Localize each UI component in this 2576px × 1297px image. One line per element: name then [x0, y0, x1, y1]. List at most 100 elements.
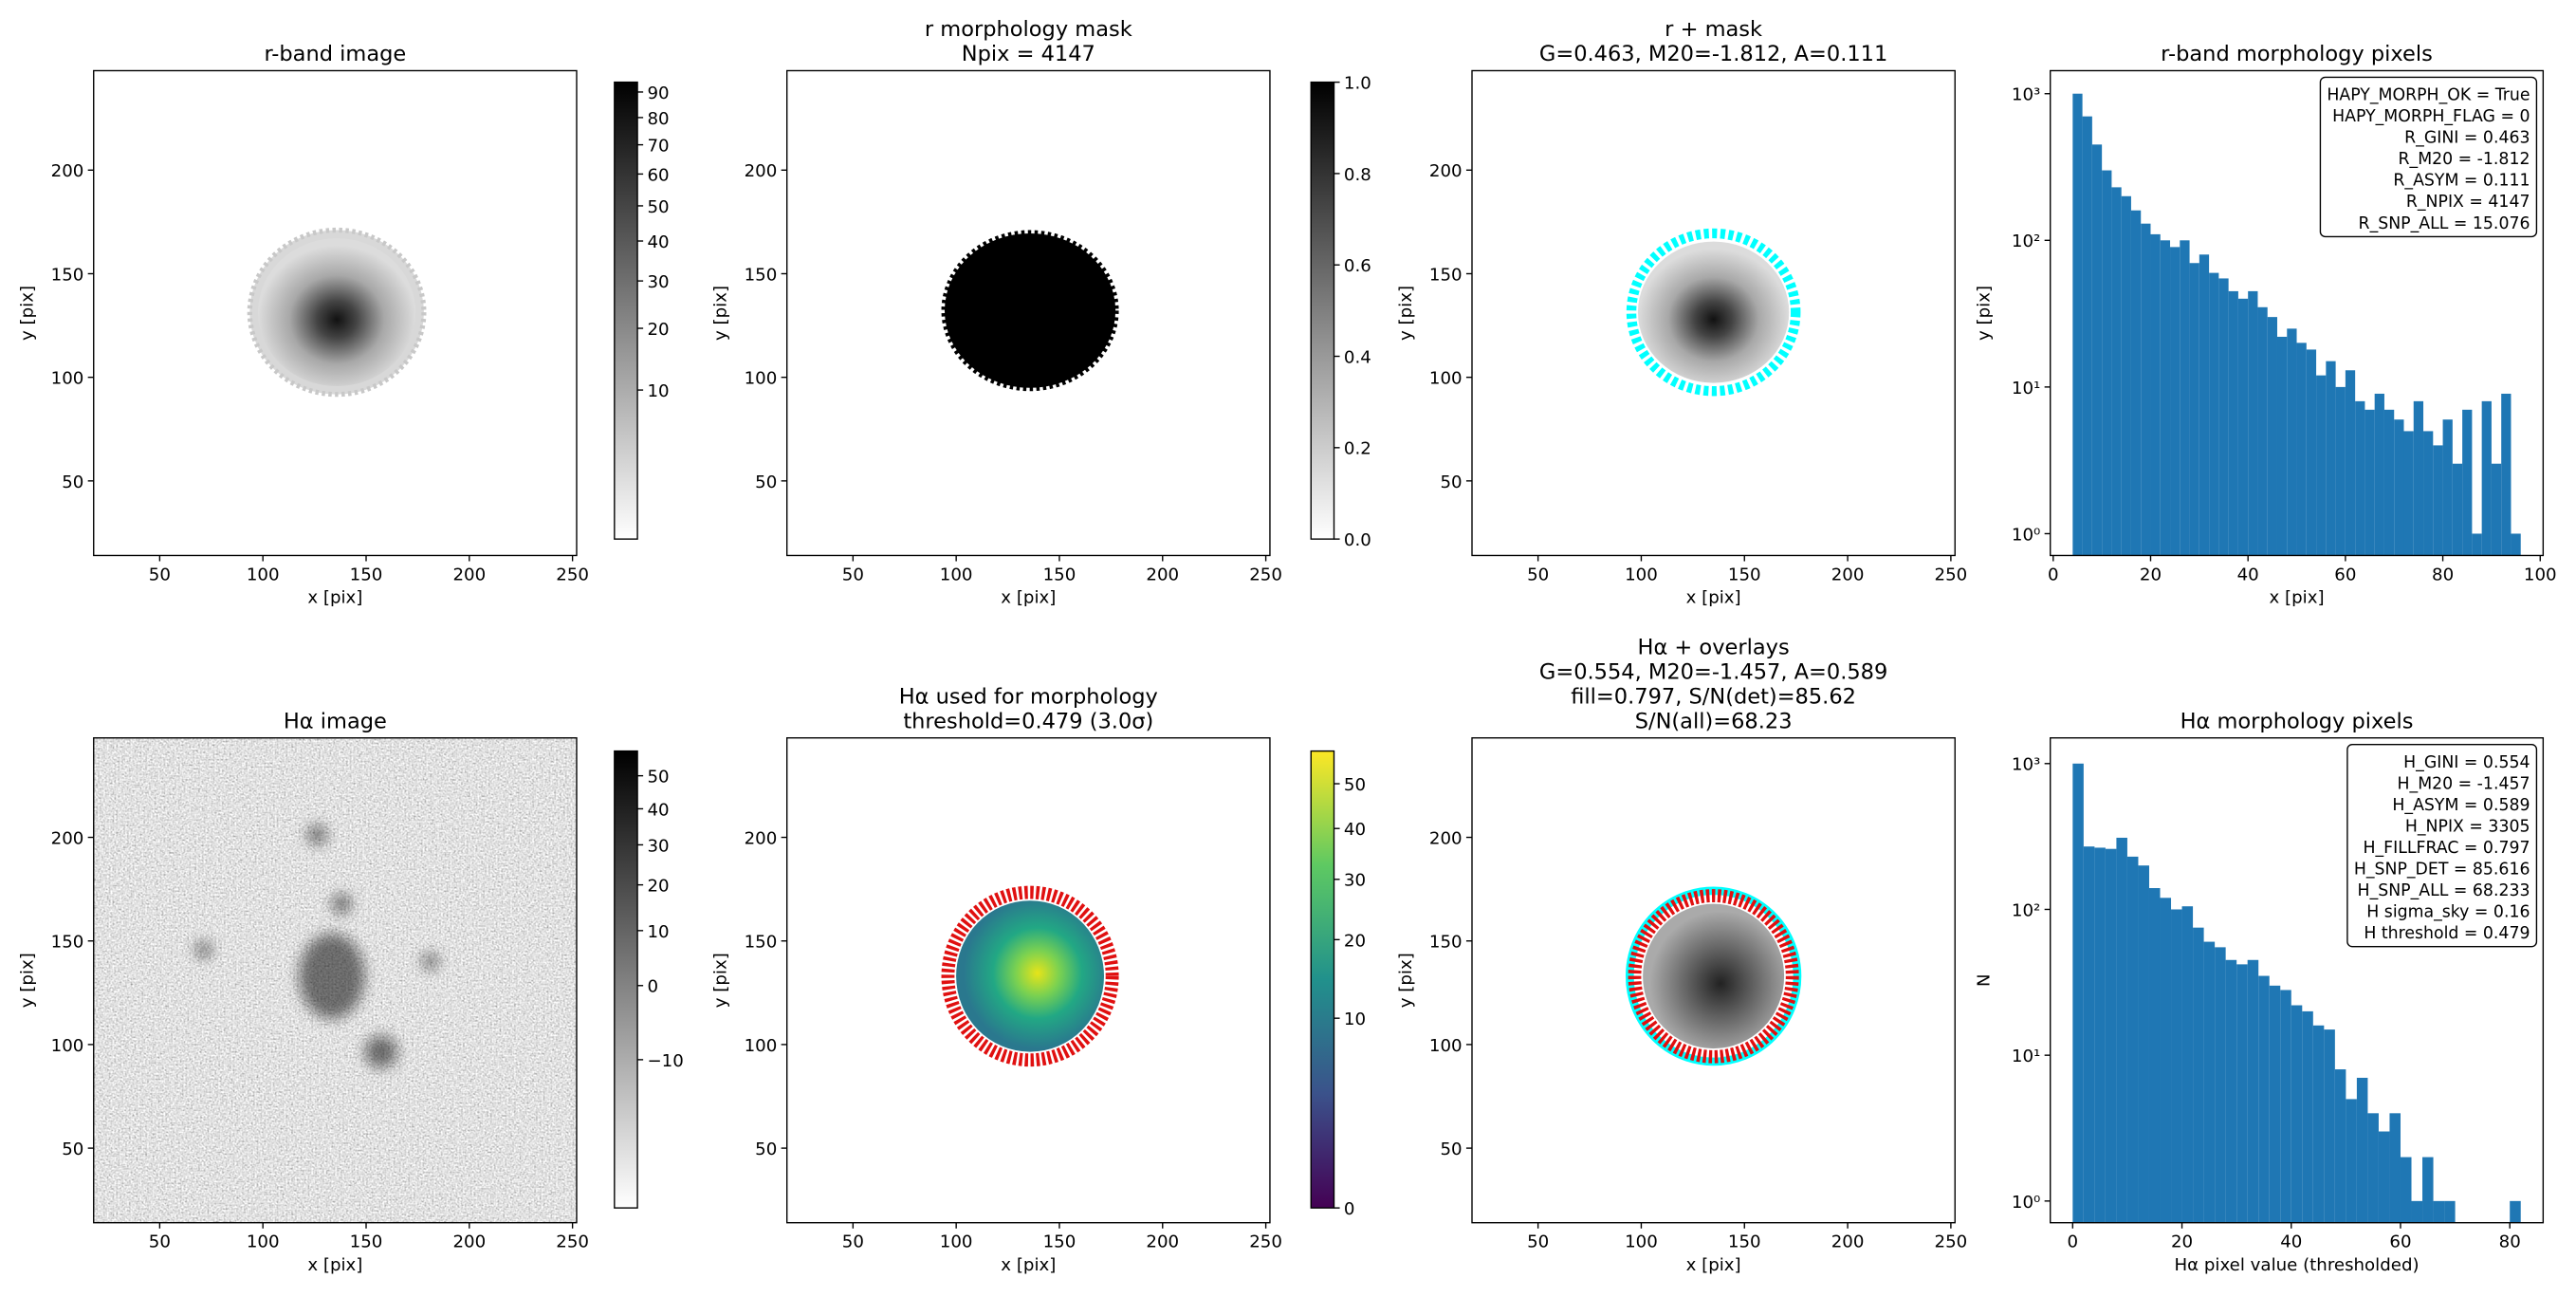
bar	[2150, 233, 2161, 556]
colorbar-tick-label: 60	[647, 165, 669, 185]
bar	[2082, 116, 2092, 556]
bar	[2083, 846, 2095, 1223]
panel: 50 100 150 200 250 50 100 150 200 x [pix] y [pix] r…	[711, 17, 1371, 608]
bar	[2180, 240, 2190, 556]
annotation-line: H_FILLFRAC = 0.797	[2363, 839, 2530, 858]
x-axis-label: x [pix]	[1001, 588, 1056, 608]
annotation-line: R_ASYM = 0.111	[2393, 172, 2530, 191]
annotation-line: HAPY_MORPH_FLAG = 0	[2332, 107, 2530, 126]
bar	[2364, 409, 2375, 556]
y-tick-label: 200	[51, 828, 84, 848]
colorbar-tick-label: 90	[647, 83, 669, 103]
chart-title: S/N(all)=68.23	[1635, 709, 1793, 733]
bar	[2324, 1029, 2335, 1223]
halpha-overlay-image	[1625, 886, 1802, 1066]
bar	[2225, 959, 2237, 1223]
annotation-line: H threshold = 0.479	[2364, 924, 2530, 943]
bar	[2116, 837, 2127, 1223]
x-tick-label: 100	[1625, 565, 1658, 584]
chart-title: Hα used for morphology	[899, 684, 1158, 709]
bar	[2433, 445, 2443, 556]
bar	[2491, 463, 2502, 556]
y-tick-label: 10³	[2012, 85, 2040, 105]
bar	[2501, 393, 2512, 556]
colorbar-tick-label: 1.0	[1344, 74, 1371, 94]
x-tick-label: 100	[2524, 565, 2557, 584]
colorbar-tick-label: 0.8	[1344, 165, 1371, 185]
x-axis-label: x [pix]	[307, 588, 362, 608]
bar	[2312, 1025, 2325, 1223]
bar	[2423, 431, 2434, 556]
axes-frame	[2050, 69, 2545, 557]
colorbar	[614, 750, 638, 1209]
bar	[2472, 533, 2482, 556]
x-tick-label: 200	[452, 1232, 486, 1252]
x-tick-label: 100	[1625, 1232, 1658, 1252]
bar	[2355, 400, 2365, 556]
y-tick-label: 200	[51, 161, 84, 181]
y-tick-label: 50	[1440, 1140, 1462, 1159]
bar	[2302, 1010, 2313, 1223]
bar	[2257, 306, 2268, 556]
x-tick-label: 60	[2334, 565, 2356, 584]
bar	[2248, 290, 2258, 556]
bar	[2138, 865, 2149, 1223]
bar	[2267, 317, 2277, 556]
bar	[2189, 263, 2199, 556]
y-tick-label: 150	[1429, 265, 1463, 285]
x-tick-label: 40	[2280, 1232, 2302, 1252]
bar	[2389, 1113, 2401, 1223]
x-tick-label: 50	[1527, 1232, 1549, 1252]
x-tick-label: 100	[247, 1232, 280, 1252]
y-axis-label: y [pix]	[18, 286, 38, 341]
y-tick-label: 50	[62, 1140, 83, 1159]
axes-frame	[786, 737, 1271, 1224]
y-axis-label: y [pix]	[711, 286, 731, 341]
bar	[2433, 1200, 2445, 1223]
colorbar-tick-label: 0.0	[1344, 530, 1371, 550]
x-tick-label: 100	[940, 565, 973, 584]
axes-frame	[93, 69, 578, 557]
colorbar-tick-label: 40	[1344, 820, 1366, 840]
halpha-image	[93, 737, 577, 1223]
bar	[2452, 463, 2463, 556]
x-tick-label: 50	[149, 1232, 171, 1252]
annotation-line: H_ASYM = 0.589	[2392, 796, 2530, 815]
bar	[2105, 848, 2117, 1223]
x-tick-label: 0	[2068, 1232, 2079, 1252]
colorbar-tick-label: 30	[1344, 871, 1366, 891]
annotation-box	[2346, 743, 2538, 948]
chart-title: r-band image	[264, 42, 406, 66]
y-axis-label: y [pix]	[1396, 953, 1416, 1008]
bar	[2296, 343, 2307, 556]
colorbar-tick-label: −10	[647, 1051, 683, 1071]
x-tick-label: 250	[1935, 565, 1968, 584]
bar	[2280, 990, 2291, 1223]
x-tick-label: 250	[1249, 565, 1282, 584]
y-tick-label: 50	[755, 1140, 777, 1159]
annotation: H_GINI = 0.554 H_M20 = -1.457 H_ASYM = 0.5…	[2346, 743, 2538, 948]
annotation-box	[2319, 76, 2538, 238]
x-axis-label: x [pix]	[2269, 588, 2324, 608]
overlay-image	[1626, 228, 1801, 397]
colorbar-tick-label: 70	[647, 137, 669, 157]
bar	[2203, 941, 2216, 1223]
y-tick-label: 10²	[2012, 232, 2040, 251]
annotation-line: HAPY_MORPH_OK = True	[2327, 86, 2530, 105]
bar	[2160, 898, 2172, 1223]
chart-title: r morphology mask	[925, 17, 1132, 42]
y-tick-label: 150	[1429, 933, 1463, 953]
bar	[2306, 349, 2317, 556]
colorbar-tick-label: 80	[647, 109, 669, 129]
colorbar-tick-label: 50	[647, 197, 669, 217]
y-tick-label: 200	[745, 161, 778, 181]
chart-title: Hα image	[284, 709, 387, 733]
colorbar-tick-label: 0	[1344, 1199, 1355, 1219]
annotation-line: H_GINI = 0.554	[2403, 753, 2530, 772]
bar	[2511, 533, 2521, 556]
y-tick-label: 10¹	[2012, 1047, 2040, 1066]
y-tick-label: 100	[1429, 369, 1463, 389]
bar	[2287, 328, 2297, 556]
bar	[2199, 254, 2210, 556]
panel: 0 20 40 60 80 100 10⁰ 10¹ 10² 10³ x [pix] y [pix] r-…	[1975, 42, 2557, 608]
